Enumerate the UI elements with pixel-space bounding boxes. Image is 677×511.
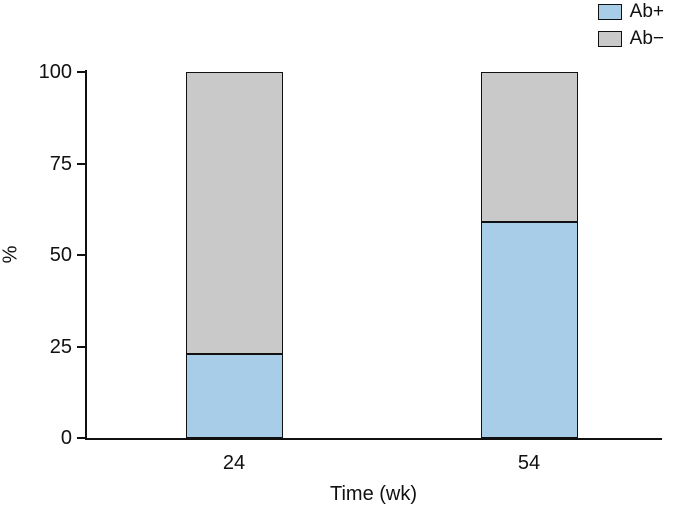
bar-segment-Ab− <box>480 72 578 223</box>
y-tick-label: 50 <box>49 244 72 266</box>
x-tick-label: 24 <box>222 452 246 474</box>
y-tick-label: 75 <box>49 152 72 175</box>
legend-swatch-ab-negative <box>597 31 622 47</box>
legend-item-ab-positive: Ab+ <box>597 1 664 23</box>
y-tick-label: 100 <box>38 61 72 83</box>
bar-segment-Ab− <box>185 72 283 354</box>
y-tick-mark <box>77 162 85 165</box>
x-tick-label: 54 <box>517 452 541 474</box>
y-tick-label: 0 <box>60 427 72 449</box>
x-axis-label: Time (wk) <box>329 483 418 505</box>
y-tick-mark <box>77 437 85 439</box>
x-axis <box>85 438 662 440</box>
legend: Ab+ Ab− <box>597 1 664 50</box>
bar-segment-Ab+ <box>480 222 578 438</box>
y-tick-mark <box>77 254 85 256</box>
legend-swatch-ab-positive <box>597 4 622 20</box>
y-tick-label: 25 <box>49 335 72 358</box>
legend-label-ab-negative: Ab− <box>629 28 664 49</box>
bar-segment-Ab+ <box>185 353 283 438</box>
legend-label-ab-positive: Ab+ <box>629 1 664 22</box>
y-tick-mark <box>77 71 85 73</box>
legend-item-ab-negative: Ab− <box>597 28 664 50</box>
y-tick-mark <box>77 345 85 348</box>
y-axis <box>85 70 87 440</box>
